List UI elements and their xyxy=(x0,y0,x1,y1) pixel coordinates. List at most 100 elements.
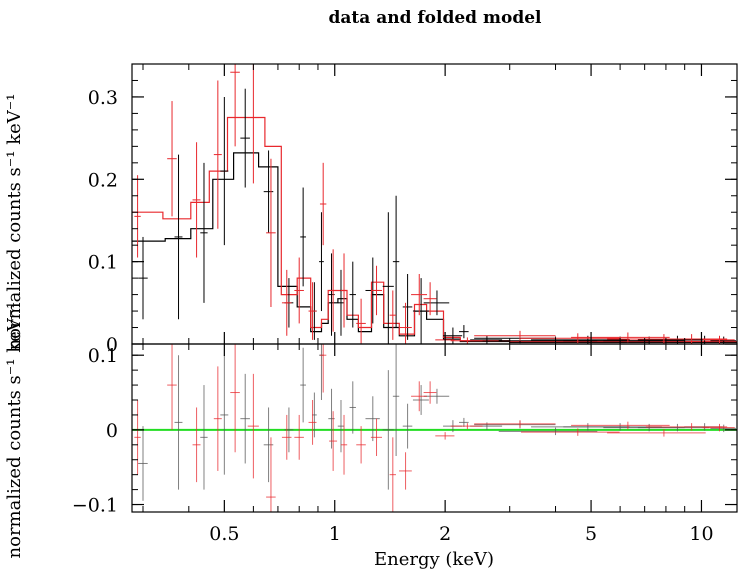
data-point-s1-6 xyxy=(263,150,274,233)
spectrum-axis-ticks: 0 0.1 0.2 0.3 xyxy=(88,63,737,356)
data-point-s1-1 xyxy=(138,426,148,501)
data-point-s2-1 xyxy=(134,400,141,475)
data-point-s2-2 xyxy=(167,101,177,217)
data-point-s2-9 xyxy=(294,414,304,460)
data-point-s2-13 xyxy=(340,253,348,328)
spectrum-frame xyxy=(131,63,738,345)
data-point-s2-6 xyxy=(247,373,259,479)
data-point-s1-12 xyxy=(337,269,345,336)
data-point-s2-4 xyxy=(213,366,222,471)
data-point-s1-30 xyxy=(710,424,736,433)
data-point-s1-2 xyxy=(174,154,183,320)
y-tick-label: 0.2 xyxy=(88,169,118,191)
data-point-s2-3 xyxy=(192,407,201,483)
data-point-s1-17 xyxy=(402,403,413,449)
data-point-s1-8 xyxy=(300,347,306,423)
data-point-s2-2 xyxy=(167,344,177,430)
data-point-s2-26 xyxy=(645,334,728,344)
data-point-s1-15 xyxy=(382,370,394,490)
data-point-s2-6 xyxy=(247,64,259,184)
data-point-s2-8 xyxy=(281,269,292,336)
data-point-s2-27 xyxy=(702,335,735,344)
data-point-s2-7 xyxy=(266,437,276,512)
data-point-s2-24 xyxy=(571,421,670,430)
data-point-s2-19 xyxy=(423,282,437,316)
data-point-s1-18 xyxy=(412,278,429,344)
x-tick-label: 10 xyxy=(689,523,713,545)
y-tick-label: 0.3 xyxy=(88,87,118,109)
data-point-s2-13 xyxy=(340,414,348,475)
data-point-s1-22 xyxy=(470,335,503,344)
data-point-s1-3 xyxy=(200,162,208,303)
data-point-s2-24 xyxy=(571,332,670,343)
data-point-s1-13 xyxy=(349,261,356,328)
y-tick-label: 0.1 xyxy=(88,345,118,367)
data-point-s1-4 xyxy=(220,96,229,246)
data-point-s2-3 xyxy=(192,142,201,258)
data-point-s2-21 xyxy=(450,423,483,430)
residual-panel: −0.1 0 0.1 0.5 1 2 5 10 xyxy=(72,343,738,545)
y-axis-label-residual: normalized counts s⁻¹ keV⁻¹ xyxy=(4,302,25,559)
data-point-s2-15 xyxy=(370,265,383,316)
data-point-s2-19 xyxy=(423,381,437,404)
y-tick-label: 0 xyxy=(106,420,118,442)
data-point-s2-5 xyxy=(230,344,240,453)
data-point-s2-12 xyxy=(329,249,338,332)
data-point-s1-26 xyxy=(563,423,662,431)
data-point-s2-17 xyxy=(399,302,412,344)
data-point-s2-26 xyxy=(645,423,728,431)
data-point-s2-18 xyxy=(411,381,428,412)
chart-title: data and folded model xyxy=(329,8,543,28)
y-tick-label: −0.1 xyxy=(72,495,118,517)
x-axis-label: Energy (keV) xyxy=(374,549,494,570)
model-step-line-1 xyxy=(132,152,737,343)
residual-axis-ticks: −0.1 0 0.1 0.5 1 2 5 10 xyxy=(72,344,737,545)
data-point-s2-23 xyxy=(520,428,620,436)
data-point-s2-11 xyxy=(319,344,327,393)
x-tick-label: 0.5 xyxy=(209,523,239,545)
data-point-s2-9 xyxy=(294,257,304,324)
y-axis-label-spectrum: normalized counts s⁻¹ keV⁻¹ xyxy=(4,94,25,351)
x-tick-label: 1 xyxy=(329,523,341,545)
data-point-s2-14 xyxy=(356,426,366,464)
data-point-s2-20 xyxy=(435,432,455,440)
data-point-s2-22 xyxy=(474,330,556,341)
data-point-s2-22 xyxy=(474,420,556,428)
data-point-s1-11 xyxy=(328,253,335,336)
data-point-s1-4 xyxy=(220,355,229,475)
data-point-s1-6 xyxy=(263,407,274,483)
data-point-s1-16 xyxy=(392,344,400,456)
data-point-s1-7 xyxy=(284,407,294,453)
data-point-s1-28 xyxy=(637,423,710,432)
data-point-s2-12 xyxy=(329,411,338,471)
data-point-s2-23 xyxy=(520,333,620,344)
spectrum-data-points xyxy=(134,64,736,344)
x-tick-label: 2 xyxy=(439,523,451,545)
data-point-s2-27 xyxy=(702,423,735,432)
data-point-s1-12 xyxy=(337,400,345,453)
data-point-s1-21 xyxy=(459,417,469,427)
data-point-s1-21 xyxy=(459,325,469,339)
data-point-s2-17 xyxy=(399,452,412,490)
data-point-s2-11 xyxy=(319,162,327,246)
data-point-s1-15 xyxy=(382,212,394,344)
data-point-s2-16 xyxy=(389,437,396,512)
data-point-s2-7 xyxy=(266,158,276,307)
data-point-s2-4 xyxy=(213,80,222,229)
data-point-s1-3 xyxy=(200,385,208,490)
data-point-s1-8 xyxy=(300,187,306,287)
data-point-s1-2 xyxy=(174,355,183,490)
model-step-line-2 xyxy=(132,116,737,343)
data-point-s2-18 xyxy=(411,274,428,316)
data-point-s1-20 xyxy=(443,327,463,344)
data-point-s1-17 xyxy=(402,274,413,340)
data-point-s2-1 xyxy=(134,175,141,258)
data-point-s2-14 xyxy=(356,298,366,344)
data-point-s1-5 xyxy=(240,88,250,188)
residual-frame xyxy=(131,343,738,513)
data-point-s1-24 xyxy=(498,427,598,436)
data-point-s1-19 xyxy=(423,290,450,316)
data-point-s1-10 xyxy=(319,212,324,312)
data-point-s2-8 xyxy=(281,414,292,460)
